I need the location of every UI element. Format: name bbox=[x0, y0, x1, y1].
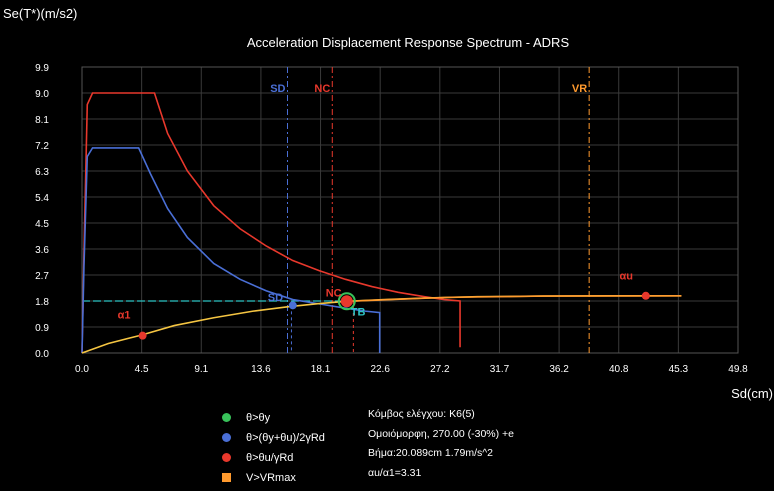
info-panel: Κόμβος ελέγχου: K6(5) Ομοιόμορφη, 270.00… bbox=[368, 405, 514, 483]
limit-label-sd: SD bbox=[270, 83, 285, 95]
x-tick-label: 36.2 bbox=[549, 364, 569, 375]
legend-marker bbox=[222, 413, 231, 422]
chart-title: Acceleration Displacement Response Spect… bbox=[247, 35, 570, 50]
x-tick-label: 0.0 bbox=[75, 364, 89, 375]
plot-area: 0.0 4.5 9.1 13.6 18.1 22.6 27.2 31.7 36.2 40.8 45.… bbox=[35, 63, 748, 375]
series-line-1 bbox=[81, 147, 381, 354]
legend: θ>θy θ>(θy+θu)/2γRd θ>θu/γRd V>VRmax bbox=[222, 408, 325, 488]
legend-marker bbox=[222, 453, 231, 462]
x-tick-label: 13.6 bbox=[251, 364, 271, 375]
legend-label: V>VRmax bbox=[246, 472, 296, 484]
legend-item: θ>(θy+θu)/2γRd bbox=[222, 428, 325, 448]
y-tick-label: 8.1 bbox=[35, 115, 49, 126]
point-α1 bbox=[138, 331, 147, 340]
adrs-chart: Se(T*)(m/s2) Acceleration Displacement R… bbox=[3, 6, 773, 401]
limit-label-nc: NC bbox=[314, 83, 330, 95]
legend-marker bbox=[222, 473, 231, 482]
legend-item: θ>θy bbox=[222, 408, 325, 428]
legend-marker bbox=[222, 433, 231, 442]
y-tick-label: 2.7 bbox=[35, 271, 49, 282]
point-ring bbox=[337, 292, 356, 311]
limit-label-vr: VR bbox=[572, 83, 587, 95]
series-line-3 bbox=[346, 294, 682, 303]
legend-label: θ>θu/γRd bbox=[246, 452, 294, 464]
y-tick-label: 9.9 bbox=[35, 63, 49, 74]
x-axis-label: Sd(cm) bbox=[731, 386, 773, 401]
x-tick-label: 27.2 bbox=[430, 364, 450, 375]
point-αu bbox=[641, 291, 650, 300]
ratio-text: αu/α1=3.31 bbox=[368, 466, 422, 479]
x-tick-label: 22.6 bbox=[370, 364, 390, 375]
y-tick-label: 4.5 bbox=[35, 219, 49, 230]
point-label: αu bbox=[619, 270, 632, 282]
y-tick-label: 0.0 bbox=[35, 349, 49, 360]
point-label: TB bbox=[351, 306, 366, 318]
legend-label: θ>θy bbox=[246, 412, 271, 424]
control-node-text: Κόμβος ελέγχου: K6(5) bbox=[368, 408, 475, 420]
y-tick-label: 1.8 bbox=[35, 297, 49, 308]
x-tick-label: 45.3 bbox=[669, 364, 689, 375]
y-tick-label: 3.6 bbox=[35, 245, 49, 256]
plot-frame bbox=[81, 66, 739, 354]
y-tick-label: 5.4 bbox=[35, 193, 49, 204]
x-tick-label: 9.1 bbox=[194, 364, 208, 375]
y-tick-label: 7.2 bbox=[35, 141, 49, 152]
load-pattern-text: Ομοιόμορφη, 270.00 (-30%) +e bbox=[368, 427, 515, 440]
point-label: α1 bbox=[118, 309, 131, 321]
point-label: SD bbox=[268, 292, 283, 304]
x-tick-label: 4.5 bbox=[135, 364, 149, 375]
x-tick-label: 18.1 bbox=[311, 364, 331, 375]
y-tick-label: 0.9 bbox=[35, 323, 49, 334]
point-NC bbox=[340, 295, 353, 308]
x-tick-label: 31.7 bbox=[490, 364, 510, 375]
series-line-0 bbox=[81, 92, 461, 354]
legend-item: θ>θu/γRd bbox=[222, 448, 325, 468]
step-text: Βήμα:20.089cm 1.79m/s^2 bbox=[368, 447, 494, 459]
y-axis-label: Se(T*)(m/s2) bbox=[3, 6, 77, 21]
y-tick-label: 9.0 bbox=[35, 89, 49, 100]
x-tick-label: 40.8 bbox=[609, 364, 629, 375]
x-tick-label: 49.8 bbox=[728, 364, 748, 375]
y-tick-label: 6.3 bbox=[35, 167, 49, 178]
point-label: NC bbox=[326, 288, 342, 300]
legend-item: V>VRmax bbox=[222, 468, 325, 488]
series-line-2 bbox=[81, 294, 682, 354]
point-SD bbox=[288, 301, 297, 310]
legend-label: θ>(θy+θu)/2γRd bbox=[246, 432, 325, 444]
